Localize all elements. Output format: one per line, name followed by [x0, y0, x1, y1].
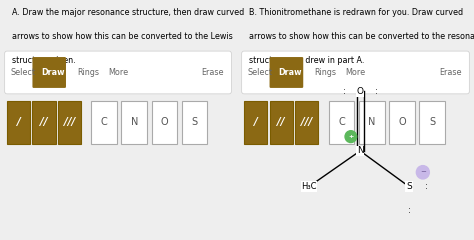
Bar	[58, 101, 81, 144]
Text: arrows to show how this can be converted to the Lewis: arrows to show how this can be converted…	[12, 32, 232, 41]
Text: H₃C: H₃C	[301, 182, 317, 191]
Text: N: N	[357, 146, 364, 155]
Text: arrows to show how this can be converted to the resonance: arrows to show how this can be converted…	[249, 32, 474, 41]
Bar	[152, 101, 177, 144]
FancyBboxPatch shape	[270, 57, 303, 88]
Text: :: :	[408, 206, 410, 215]
Text: C: C	[338, 117, 345, 127]
Bar	[121, 101, 147, 144]
Text: Select: Select	[248, 68, 273, 77]
Text: O: O	[398, 117, 406, 127]
Text: /: /	[17, 117, 20, 127]
Text: //: //	[40, 117, 48, 127]
Text: B. Thionitromethane is redrawn for you. Draw curved: B. Thionitromethane is redrawn for you. …	[249, 8, 463, 17]
Text: S: S	[406, 182, 412, 191]
Text: More: More	[108, 68, 128, 77]
Circle shape	[416, 166, 429, 179]
Text: :: :	[425, 182, 428, 191]
Text: +: +	[348, 134, 354, 139]
Bar	[91, 101, 117, 144]
Text: Erase: Erase	[201, 68, 224, 77]
Bar	[419, 101, 445, 144]
Text: Draw: Draw	[42, 68, 65, 77]
Bar	[182, 101, 207, 144]
Bar	[295, 101, 319, 144]
Text: N: N	[368, 117, 375, 127]
Text: :: :	[375, 87, 378, 96]
Text: Rings: Rings	[314, 68, 337, 77]
Text: Draw: Draw	[279, 68, 302, 77]
Text: Erase: Erase	[439, 68, 462, 77]
Text: ///: ///	[301, 117, 312, 127]
Bar	[270, 101, 293, 144]
Bar	[32, 101, 55, 144]
Text: S: S	[429, 117, 435, 127]
FancyBboxPatch shape	[5, 51, 231, 94]
Bar	[329, 101, 355, 144]
Text: Select: Select	[11, 68, 36, 77]
Text: O: O	[356, 87, 364, 96]
Text: //: //	[277, 117, 285, 127]
Text: S: S	[191, 117, 198, 127]
Bar	[389, 101, 415, 144]
Text: O: O	[161, 117, 168, 127]
Bar	[7, 101, 30, 144]
Text: ///: ///	[64, 117, 75, 127]
Text: structure given.: structure given.	[12, 56, 75, 65]
Text: /: /	[254, 117, 257, 127]
Text: More: More	[346, 68, 365, 77]
Text: A. Draw the major resonance structure, then draw curved: A. Draw the major resonance structure, t…	[12, 8, 244, 17]
Text: C: C	[101, 117, 108, 127]
Text: :: :	[343, 87, 345, 96]
Bar	[359, 101, 384, 144]
Circle shape	[345, 131, 356, 143]
Text: Rings: Rings	[77, 68, 99, 77]
FancyBboxPatch shape	[32, 57, 66, 88]
Text: structure you drew in part A.: structure you drew in part A.	[249, 56, 364, 65]
Text: N: N	[130, 117, 138, 127]
Bar	[244, 101, 267, 144]
FancyBboxPatch shape	[242, 51, 469, 94]
Text: −: −	[420, 169, 426, 175]
